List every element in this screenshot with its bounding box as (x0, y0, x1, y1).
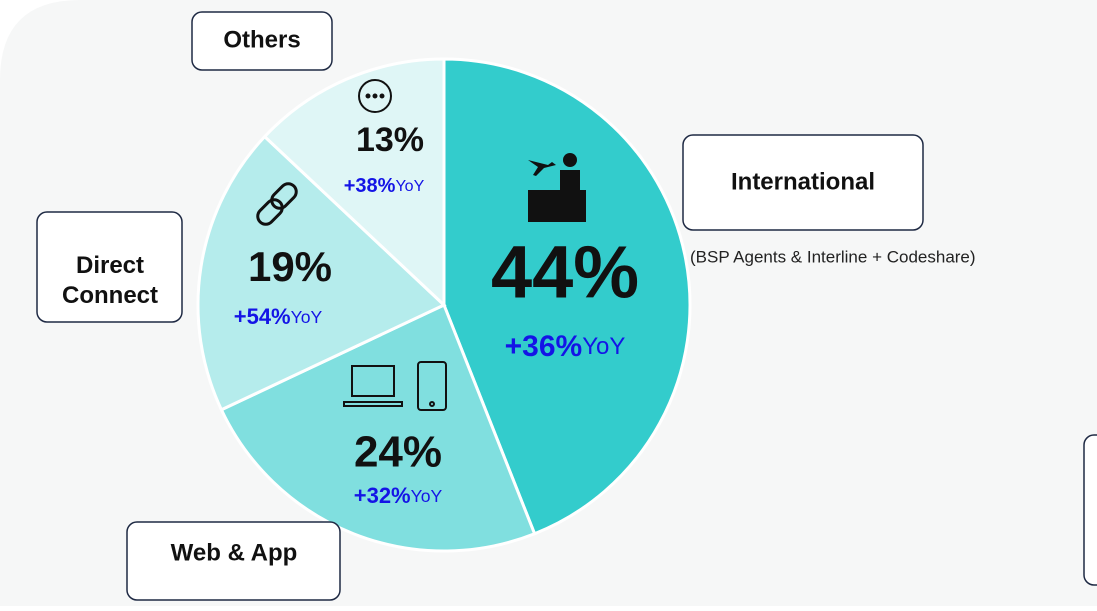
yoy-suffix: YoY (395, 178, 424, 195)
yoy-suffix: YoY (291, 307, 323, 327)
yoy-suffix: YoY (582, 333, 625, 360)
yoy-label: +36%YoY (505, 330, 626, 363)
value-label: 24% (354, 428, 442, 477)
yoy-value: +54% (234, 304, 291, 329)
value-label: 13% (356, 121, 424, 159)
note: (BSP Agents & Interline + Codeshare) (690, 247, 976, 266)
label-box (126, 521, 341, 601)
category-label: Direct Connect (62, 252, 158, 309)
yoy-label: +38%YoY (344, 175, 425, 197)
icon-devices (343, 361, 447, 411)
label-box (191, 11, 333, 71)
label-box (682, 134, 924, 231)
pie (196, 57, 692, 553)
icon-link (256, 182, 298, 226)
pie-slice (262, 57, 446, 309)
value-label: 19% (248, 243, 332, 290)
yoy-value: +32% (354, 483, 411, 508)
category-label: International (731, 168, 875, 195)
pie-slice (442, 57, 692, 536)
icon-others (358, 79, 392, 113)
yoy-suffix: YoY (411, 486, 443, 506)
yoy-label: +32%YoY (354, 483, 443, 508)
category-label: Others (223, 26, 300, 53)
pie-slice (219, 302, 537, 553)
yoy-value: +36% (505, 330, 583, 363)
label-box (1083, 434, 1097, 586)
label-box (36, 211, 183, 323)
pie-slice (196, 134, 447, 412)
value-label: 44% (491, 231, 639, 314)
category-label: Web & App (171, 539, 298, 566)
icon-desk (528, 153, 586, 222)
yoy-label: +54%YoY (234, 304, 323, 329)
yoy-value: +38% (344, 175, 396, 197)
